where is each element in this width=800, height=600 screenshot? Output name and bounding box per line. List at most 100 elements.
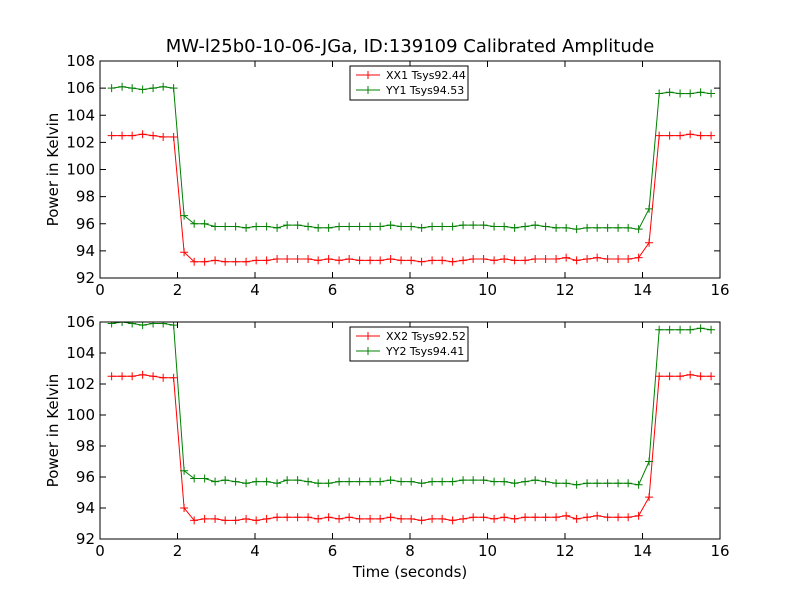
- data-point-xx2: [407, 514, 416, 523]
- data-point-yy1: [531, 221, 540, 230]
- data-point-yy1: [562, 223, 571, 232]
- data-point-xx2: [500, 513, 509, 522]
- y-tick-label: 100: [66, 406, 95, 424]
- data-point-yy1: [128, 84, 137, 93]
- data-point-xx2: [438, 514, 447, 523]
- data-point-xx1: [180, 248, 189, 257]
- data-point-xx2: [645, 493, 654, 502]
- legend-entry-label: YY2 Tsys94.41: [385, 345, 464, 358]
- data-point-yy1: [707, 89, 716, 98]
- data-point-yy1: [293, 221, 302, 230]
- legend-swatch-marker: [364, 332, 372, 340]
- data-point-yy1: [180, 211, 189, 220]
- y-tick-label: 100: [66, 161, 95, 179]
- data-point-yy2: [500, 477, 509, 486]
- data-point-xx2: [428, 514, 437, 523]
- data-point-yy2: [355, 477, 364, 486]
- data-point-yy1: [324, 223, 333, 232]
- data-point-yy1: [397, 222, 406, 231]
- data-point-xx1: [541, 255, 550, 264]
- x-tick-label: 14: [633, 542, 652, 560]
- data-point-yy2: [293, 476, 302, 485]
- data-point-yy1: [407, 222, 416, 231]
- y-tick-label: 94: [76, 499, 95, 517]
- data-point-yy2: [231, 477, 240, 486]
- legend-box: [349, 326, 469, 362]
- legend-box: [349, 65, 469, 101]
- data-point-yy1: [696, 88, 705, 97]
- data-point-xx1: [634, 253, 643, 262]
- data-point-yy2: [490, 477, 499, 486]
- data-point-yy1: [459, 221, 468, 230]
- data-point-xx2: [304, 513, 313, 522]
- y-tick-label: 102: [66, 375, 95, 393]
- data-point-yy2: [603, 479, 612, 488]
- y-tick-label: 92: [76, 269, 95, 287]
- data-point-xx1: [149, 131, 158, 140]
- data-point-xx1: [118, 131, 127, 140]
- data-point-xx2: [655, 372, 664, 381]
- y-tick-label: 108: [66, 52, 95, 70]
- x-tick-label: 8: [405, 542, 415, 560]
- data-point-yy2: [417, 479, 426, 488]
- data-point-yy2: [593, 479, 602, 488]
- data-point-yy1: [190, 219, 199, 228]
- data-point-yy2: [521, 477, 530, 486]
- data-point-yy1: [479, 221, 488, 230]
- data-point-yy2: [262, 477, 271, 486]
- data-point-xx1: [417, 257, 426, 266]
- data-point-xx1: [583, 255, 592, 264]
- data-point-yy2: [376, 477, 385, 486]
- data-point-yy1: [159, 82, 168, 91]
- data-point-yy2: [149, 322, 158, 328]
- y-tick-label: 106: [66, 79, 95, 97]
- data-point-yy1: [448, 222, 457, 231]
- data-point-yy1: [500, 222, 509, 231]
- data-point-xx2: [345, 513, 354, 522]
- legend-entry-label: YY1 Tsys94.53: [385, 84, 464, 97]
- data-point-yy1: [169, 84, 178, 93]
- data-point-xx2: [552, 513, 561, 522]
- data-point-yy2: [510, 479, 519, 488]
- data-point-yy1: [655, 89, 664, 98]
- data-point-xx2: [686, 370, 695, 379]
- data-point-yy1: [469, 221, 478, 230]
- data-point-xx1: [262, 256, 271, 265]
- data-point-xx1: [686, 130, 695, 139]
- data-point-xx2: [614, 513, 623, 522]
- data-point-xx2: [324, 513, 333, 522]
- data-point-yy2: [221, 476, 230, 485]
- data-point-xx2: [490, 514, 499, 523]
- data-point-xx1: [438, 256, 447, 265]
- x-tick-label: 0: [95, 542, 105, 560]
- y-tick-label: 104: [66, 344, 95, 362]
- data-point-xx1: [366, 256, 375, 265]
- data-point-yy1: [107, 84, 116, 93]
- data-point-yy2: [541, 477, 550, 486]
- data-point-xx1: [107, 131, 116, 140]
- data-point-xx2: [335, 514, 344, 523]
- data-point-yy1: [417, 223, 426, 232]
- data-point-yy2: [345, 477, 354, 486]
- data-point-xx1: [562, 253, 571, 262]
- data-point-xx2: [676, 372, 685, 381]
- y-tick-label: 96: [76, 468, 95, 486]
- data-point-xx2: [355, 514, 364, 523]
- series-group-0: [107, 82, 716, 266]
- data-point-yy1: [593, 223, 602, 232]
- data-point-xx1: [665, 131, 674, 140]
- data-point-xx2: [190, 516, 199, 525]
- data-point-xx2: [149, 372, 158, 381]
- data-point-xx2: [314, 514, 323, 523]
- data-point-yy1: [231, 222, 240, 231]
- x-tick-label: 14: [633, 281, 652, 299]
- y-tick-label: 92: [76, 530, 95, 548]
- x-tick-label: 16: [710, 281, 729, 299]
- legend-swatch-marker: [364, 71, 372, 79]
- data-point-yy1: [510, 223, 519, 232]
- data-point-yy1: [355, 222, 364, 231]
- data-point-yy1: [386, 221, 395, 230]
- data-point-yy1: [366, 222, 375, 231]
- data-point-yy2: [572, 480, 581, 489]
- data-point-yy1: [634, 225, 643, 234]
